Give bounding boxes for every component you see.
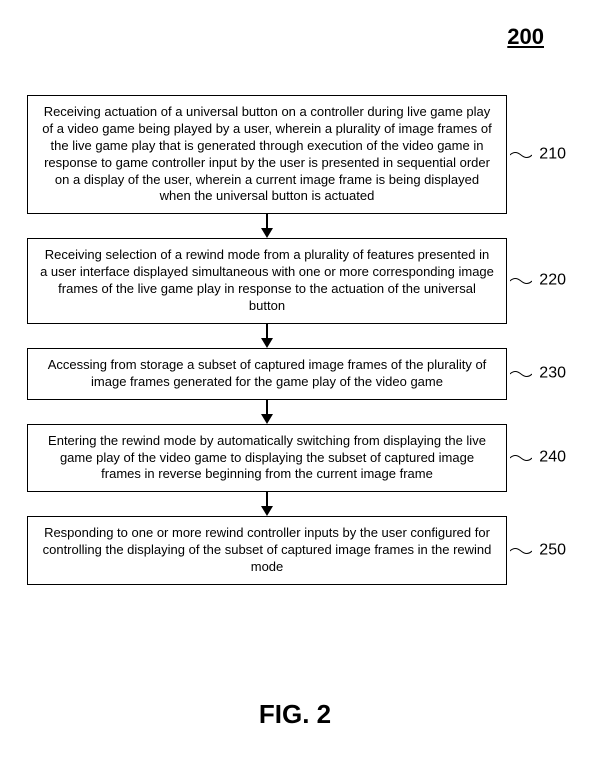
flowchart-container: Receiving actuation of a universal butto…	[27, 95, 507, 585]
step-text: Receiving actuation of a universal butto…	[42, 104, 491, 203]
flowchart-step: Receiving selection of a rewind mode fro…	[27, 238, 507, 324]
step-ref-number: 250	[539, 540, 566, 561]
diagram-number: 200	[507, 24, 544, 50]
step-ref-number: 210	[539, 144, 566, 165]
flowchart-step: Receiving actuation of a universal butto…	[27, 95, 507, 214]
step-text: Entering the rewind mode by automaticall…	[48, 433, 486, 482]
step-ref-number: 230	[539, 363, 566, 384]
flowchart-step: Entering the rewind mode by automaticall…	[27, 424, 507, 493]
lead-line-icon	[510, 546, 532, 556]
step-text: Accessing from storage a subset of captu…	[48, 357, 487, 389]
lead-line-icon	[510, 150, 532, 160]
step-text: Receiving selection of a rewind mode fro…	[40, 247, 494, 313]
arrow-connector	[261, 400, 273, 424]
step-text: Responding to one or more rewind control…	[43, 525, 492, 574]
lead-line-icon	[510, 453, 532, 463]
arrow-connector	[261, 492, 273, 516]
flowchart-step: Responding to one or more rewind control…	[27, 516, 507, 585]
step-ref-number: 220	[539, 271, 566, 292]
arrow-connector	[261, 214, 273, 238]
step-ref-number: 240	[539, 448, 566, 469]
lead-line-icon	[510, 276, 532, 286]
figure-label: FIG. 2	[259, 699, 331, 730]
lead-line-icon	[510, 369, 532, 379]
arrow-connector	[261, 324, 273, 348]
flowchart-step: Accessing from storage a subset of captu…	[27, 348, 507, 400]
